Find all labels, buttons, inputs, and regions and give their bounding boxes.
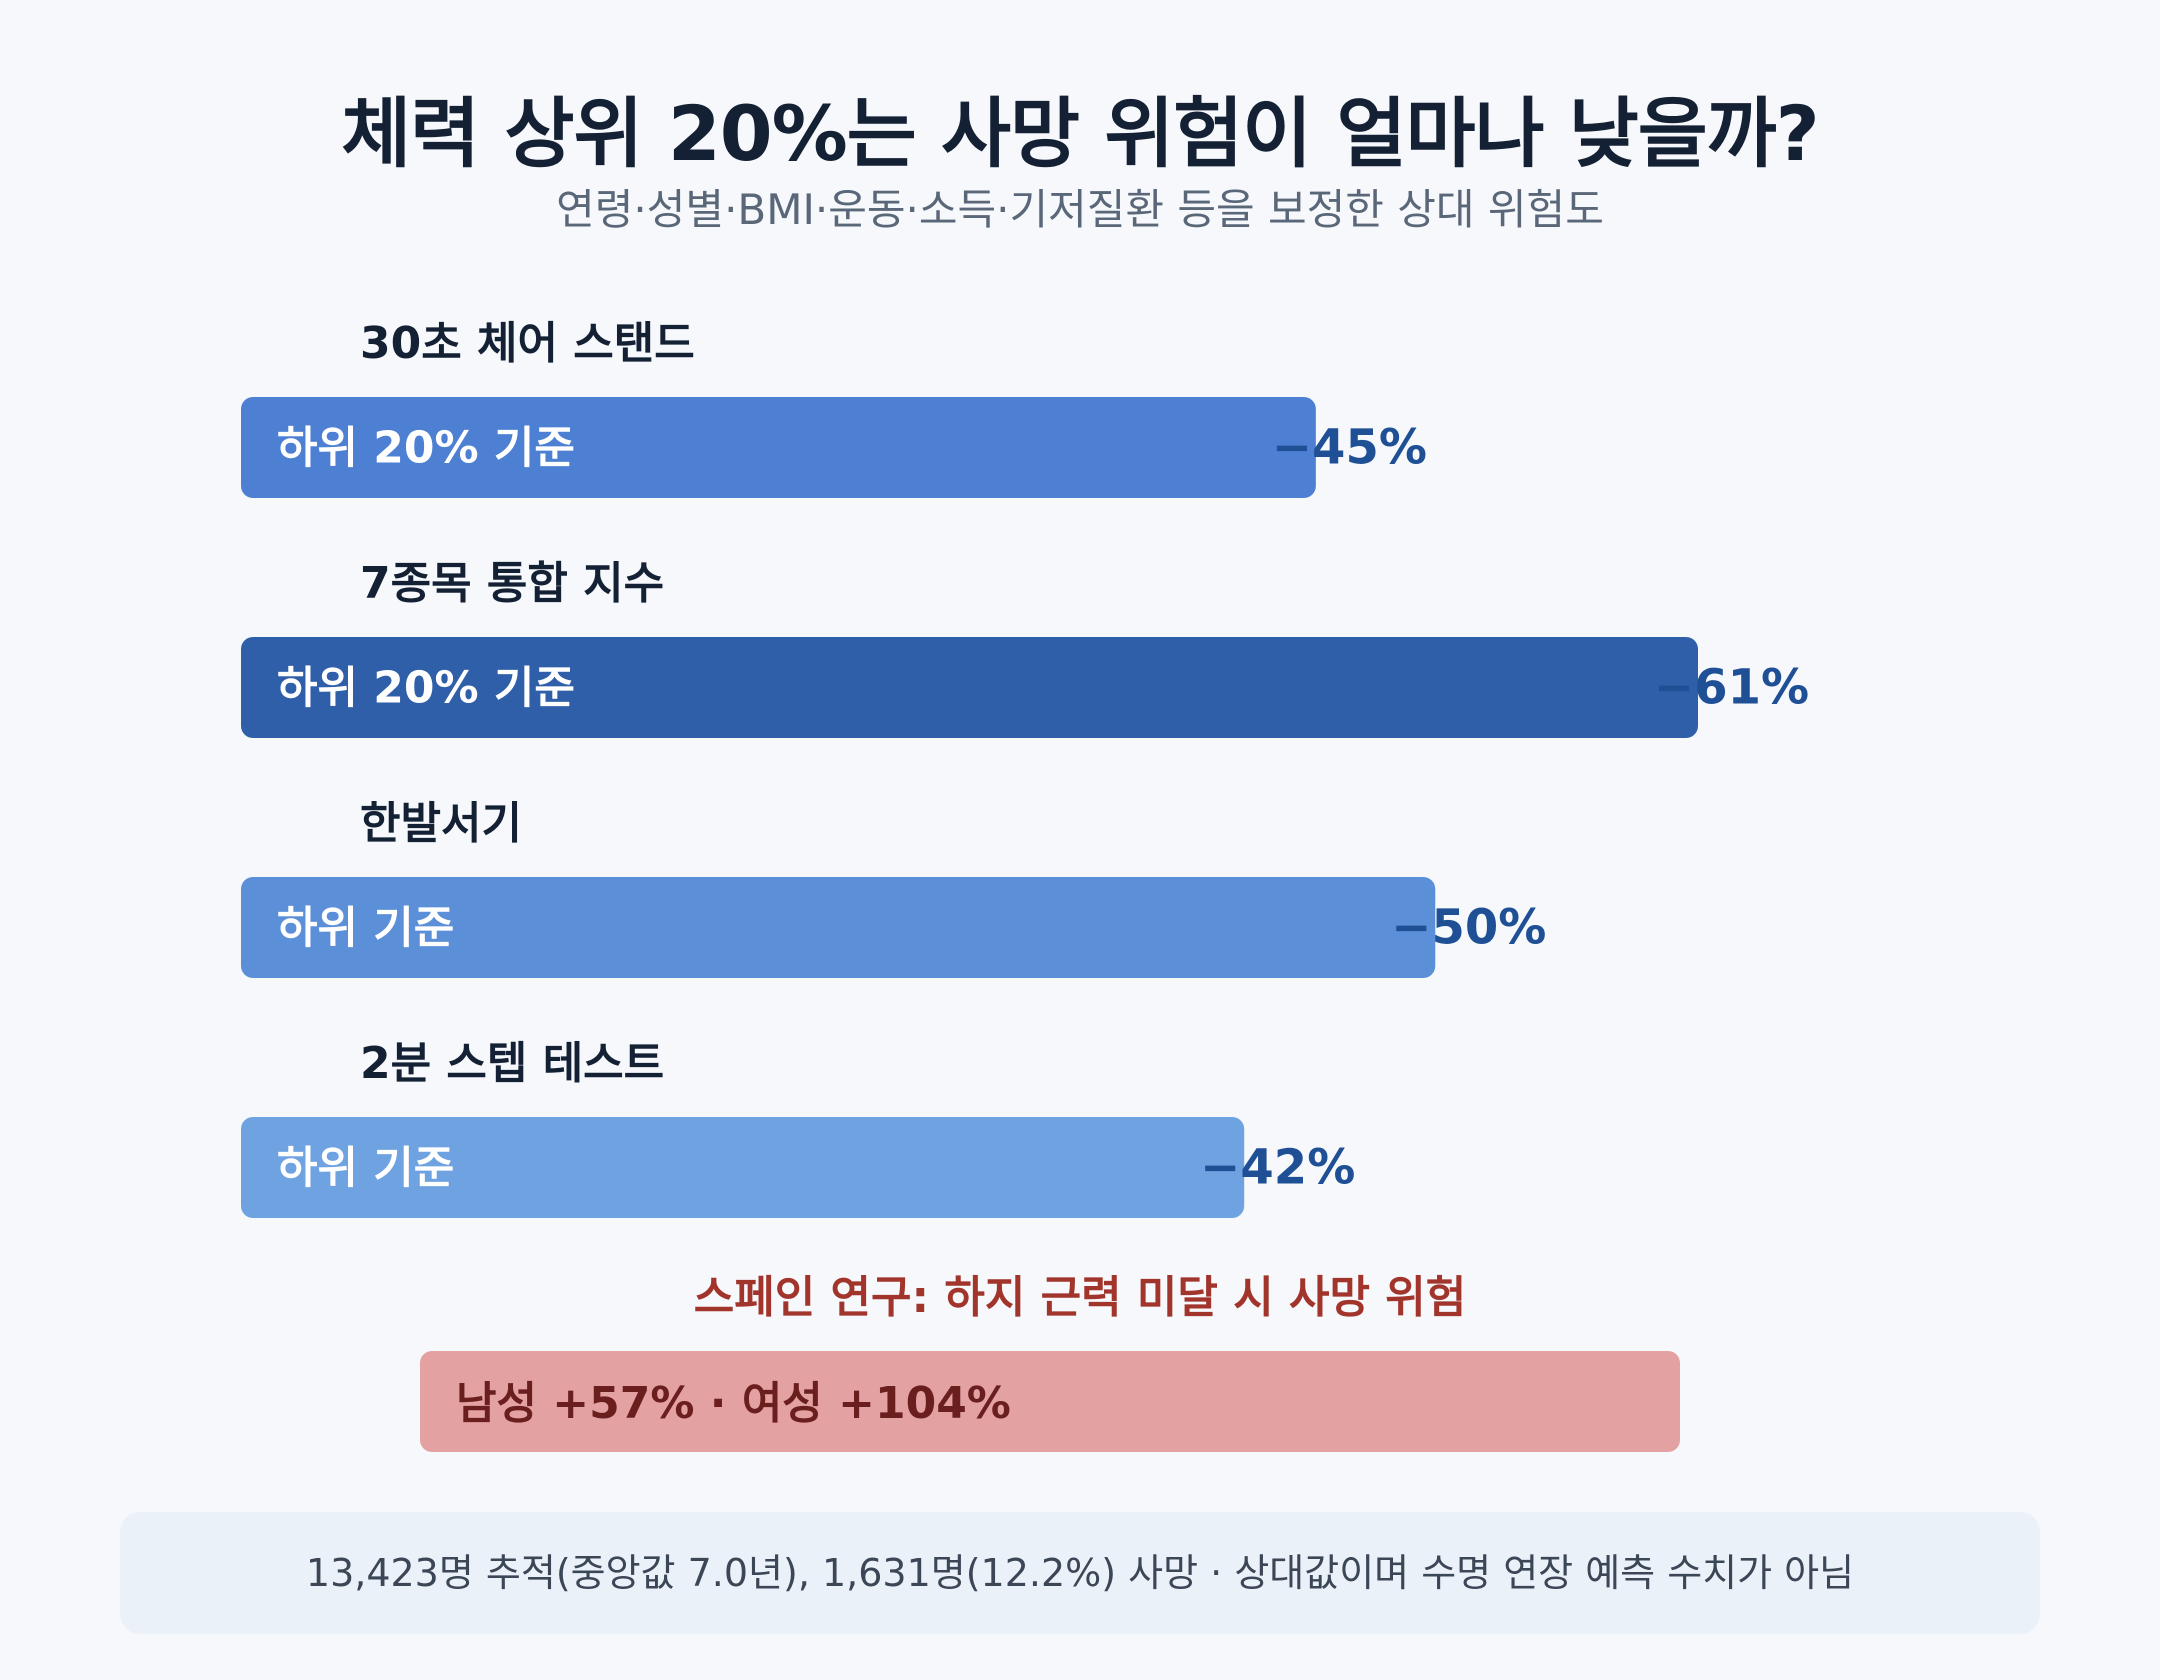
bar-inner-label: 하위 기준 (277, 903, 454, 954)
bar-inner-label: 하위 기준 (277, 1143, 454, 1194)
spain-study-bar (420, 1351, 1680, 1452)
bar (241, 397, 1316, 498)
bar (241, 877, 1436, 978)
page-title: 체력 상위 20%는 사망 위험이 얼마나 낮을까? (341, 89, 1819, 178)
value-label: −45% (1272, 420, 1427, 476)
category-label: 2분 스텝 테스트 (360, 1038, 664, 1089)
category-label: 7종목 통합 지수 (360, 558, 664, 609)
bar (241, 1117, 1245, 1218)
bar-inner-label: 하위 20% 기준 (277, 663, 575, 714)
value-label: −42% (1200, 1140, 1355, 1196)
bar (241, 637, 1698, 738)
category-label: 30초 체어 스탠드 (360, 318, 695, 369)
footer-note-box: 13,423명 추적(중앙값 7.0년), 1,631명(12.2%) 사망 ·… (120, 1512, 2040, 1634)
bar-inner-label: 하위 20% 기준 (277, 423, 575, 474)
value-label: −61% (1654, 660, 1809, 716)
footer-note: 13,423명 추적(중앙값 7.0년), 1,631명(12.2%) 사망 ·… (305, 1551, 1855, 1595)
page-subtitle: 연령·성별·BMI·운동·소득·기저질환 등을 보정한 상대 위험도 (556, 185, 1604, 234)
category-label: 한발서기 (360, 798, 522, 849)
spain-study-heading: 스페인 연구: 하지 근력 미달 시 사망 위험 (694, 1272, 1467, 1323)
spain-study-bar-label: 남성 +57% · 여성 +104% (456, 1378, 1011, 1429)
value-label: −50% (1391, 900, 1546, 956)
